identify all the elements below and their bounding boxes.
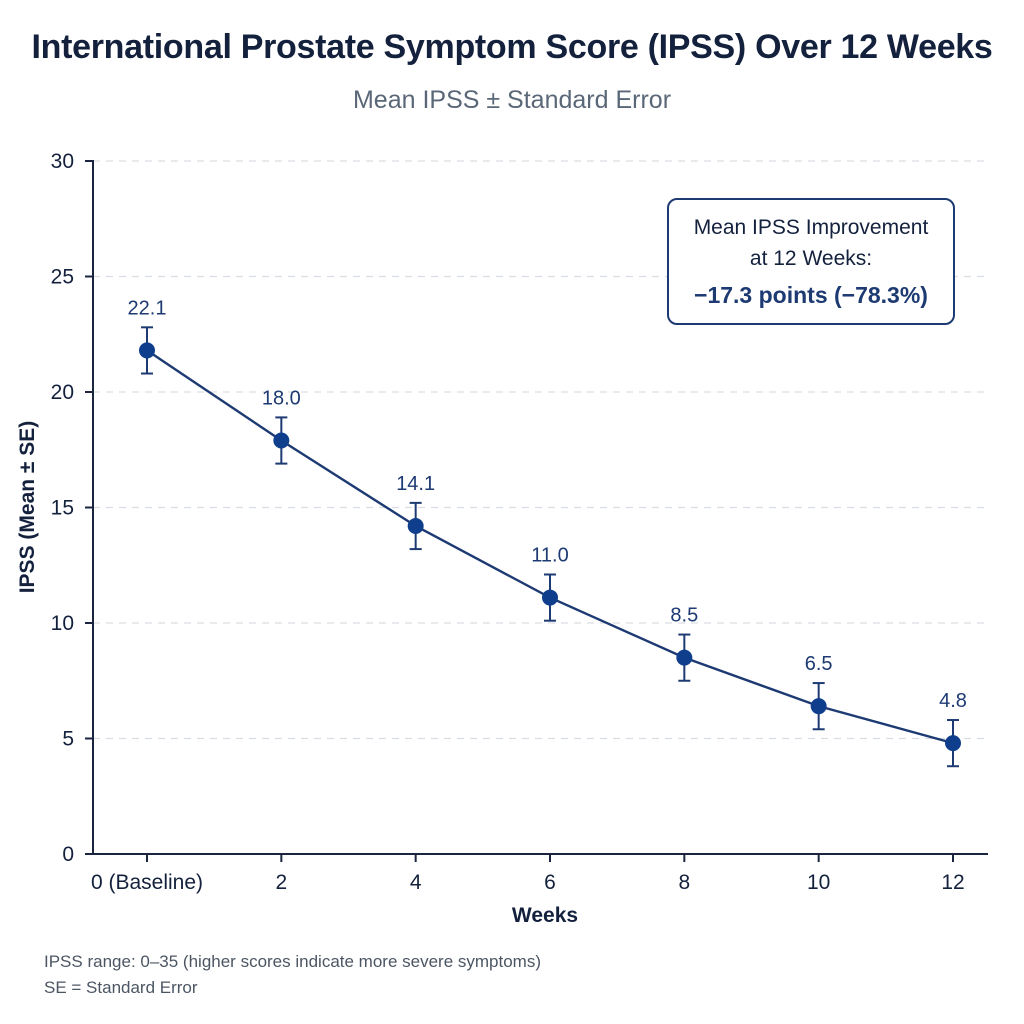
data-point-8 xyxy=(676,649,693,666)
y-tick-label-0: 0 xyxy=(62,843,74,866)
data-label-10: 6.5 xyxy=(805,653,833,675)
x-tick-label-8: 8 xyxy=(678,871,690,894)
y-axis-ticks: 0 5 10 15 20 25 30 xyxy=(51,150,93,866)
x-tick-label-2: 2 xyxy=(275,871,287,894)
annotation-line-2: at 12 Weeks: xyxy=(749,247,873,270)
y-tick-label-10: 10 xyxy=(51,612,74,635)
data-point-4 xyxy=(407,517,424,534)
x-tick-label-4: 4 xyxy=(410,871,422,894)
data-point-12 xyxy=(945,735,961,752)
x-tick-label-12: 12 xyxy=(941,871,964,894)
footnote-ipss-range: IPSS range: 0–35 (higher scores indicate… xyxy=(44,952,542,971)
data-point-0 xyxy=(139,342,155,359)
chart-title: International Prostate Symptom Score (IP… xyxy=(31,28,993,66)
x-axis-title: Weeks xyxy=(512,904,578,927)
gridlines xyxy=(93,160,988,740)
data-label-4: 14.1 xyxy=(396,473,435,495)
y-tick-label-30: 30 xyxy=(51,150,74,173)
annotation-value: −17.3 points (−78.3%) xyxy=(694,282,928,308)
x-tick-label-10: 10 xyxy=(807,871,830,894)
footnote-se-definition: SE = Standard Error xyxy=(44,978,198,997)
data-point-2 xyxy=(273,432,290,449)
data-label-2: 18.0 xyxy=(262,387,301,409)
x-axis-ticks: 0 (Baseline) 2 4 6 8 10 12 xyxy=(91,854,965,894)
data-point-10 xyxy=(810,698,827,715)
y-tick-label-15: 15 xyxy=(51,497,74,520)
data-point-6 xyxy=(542,589,558,606)
annotation-line-1: Mean IPSS Improvement xyxy=(693,216,929,239)
data-label-0: 22.1 xyxy=(128,297,167,319)
y-tick-label-5: 5 xyxy=(62,728,74,751)
series: 22.1 18.0 14.1 11.0 8.5 6.5 4.8 xyxy=(128,297,967,768)
chart-subtitle: Mean IPSS ± Standard Error xyxy=(352,86,672,114)
data-label-8: 8.5 xyxy=(670,605,698,627)
data-label-12: 4.8 xyxy=(939,690,967,712)
data-label-6: 11.0 xyxy=(531,544,568,566)
improvement-annotation: Mean IPSS Improvement at 12 Weeks: −17.3… xyxy=(667,198,955,325)
y-tick-label-20: 20 xyxy=(51,381,74,404)
y-axis-title: IPSS (Mean ± SE) xyxy=(16,421,39,594)
x-tick-label-0: 0 (Baseline) xyxy=(91,871,203,894)
y-tick-label-25: 25 xyxy=(51,266,74,289)
x-tick-label-6: 6 xyxy=(544,871,556,894)
